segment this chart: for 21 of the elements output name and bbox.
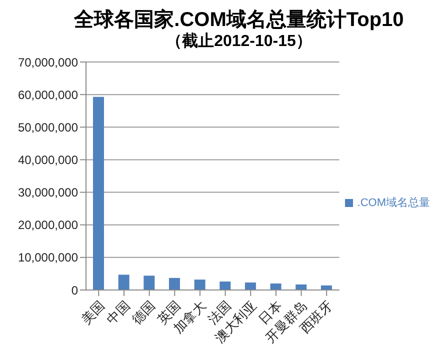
legend-label: .COM域名总量 <box>357 196 430 208</box>
chart-title: 全球各国家.COM域名总量统计Top10 <box>72 8 405 32</box>
bar <box>144 276 155 290</box>
y-tick-label: 30,000,000 <box>18 186 78 200</box>
bar <box>220 282 231 290</box>
y-tick-label: 20,000,000 <box>18 218 78 232</box>
bar <box>194 280 206 290</box>
y-tick-label: 0 <box>71 283 78 298</box>
bar <box>168 278 180 290</box>
bar <box>118 274 130 290</box>
bar <box>270 283 282 290</box>
y-tick-label: 50,000,000 <box>18 120 78 134</box>
chart-subtitle: （截止2012-10-15） <box>165 32 313 52</box>
x-tick-label: 美国 <box>78 298 108 328</box>
bar <box>93 96 104 290</box>
bar <box>244 282 256 290</box>
bar <box>296 284 307 290</box>
y-tick-label: 60,000,000 <box>18 88 78 102</box>
y-tick-label: 70,000,000 <box>18 55 78 70</box>
y-tick-label: 40,000,000 <box>18 152 78 167</box>
y-tick-label: 10,000,000 <box>18 250 78 265</box>
